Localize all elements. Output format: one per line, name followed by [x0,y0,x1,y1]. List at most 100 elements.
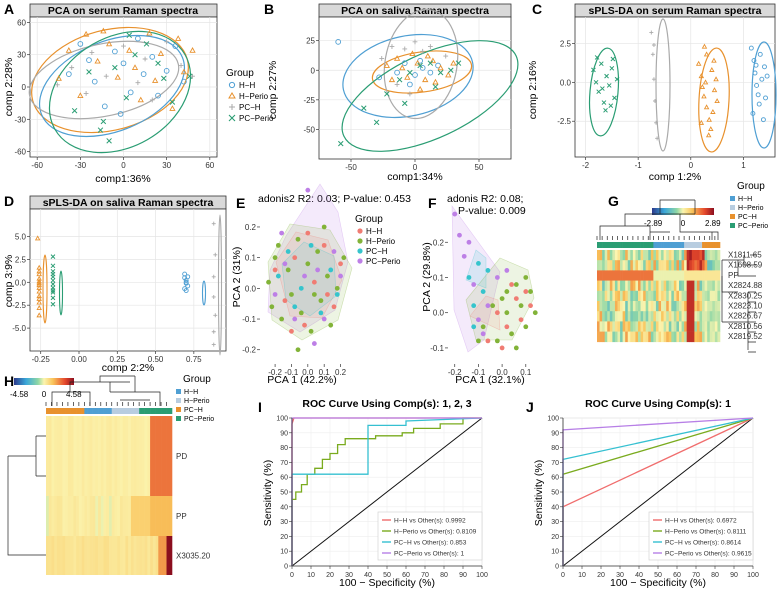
heatmap-cell [676,311,680,322]
heatmap-cell [78,496,82,536]
panel-c-title: sPLS-DA on serum Raman spectra [589,5,762,17]
point-hperio [295,347,301,353]
legend-label-h-perio: H−Perio [738,205,764,212]
point-hh [513,296,519,302]
panel-h-colorbar [14,378,74,385]
y-tick-label: 90 [280,430,288,437]
panel-b-ellipses [341,8,519,152]
heatmap-cell [689,311,693,322]
row-label: X2819.52 [728,332,763,341]
heatmap-cell [673,331,677,343]
point-pcperio [305,187,311,193]
point-triangle [416,85,424,92]
point-circle [183,288,189,293]
x-tick-label: 0 [689,161,694,170]
panel-j-title: ROC Curve Using Comp(s): 1 [585,398,731,410]
y-tick-label: 0.0 [433,309,445,318]
point-pcperio [315,267,321,273]
panel-j-legend: H−H vs Other(s): 0.6972 H−Perio vs Other(… [648,511,754,561]
heatmap-cell [709,321,713,332]
heatmap-cell [51,416,55,496]
legend-label: PC−H vs Other(s): 0.8614 [665,540,741,547]
heatmap-cell [609,311,613,322]
heatmap-cell [635,331,639,343]
y-tick-label: -2.5 [557,117,571,126]
point-plus [213,313,218,318]
heatmap-cell [640,270,644,281]
point-hperio [266,279,271,285]
group-bar-cell [109,408,113,414]
point-plus [379,56,385,61]
point-hh [325,292,330,297]
point-pch [318,310,324,316]
heatmap-cell [630,270,634,281]
x-tick-label: 90 [730,572,738,579]
heatmap-cell [702,260,705,271]
y-tick-label: 0 [311,66,316,75]
heatmap-cell [658,290,662,302]
heatmap-cell [106,416,110,496]
point-plus [649,30,654,35]
point-pcperio [461,253,467,259]
point-triangle [437,64,444,71]
heatmap-cell [673,280,677,292]
heatmap-cell [668,280,672,292]
point-circle [91,78,98,85]
heatmap-cell [158,496,162,536]
heatmap-cell [717,301,721,312]
point-circle [127,89,134,96]
point-hh [523,289,529,294]
group-bar-cell [119,408,123,414]
panel-j-axes: 00 10 10 20 20 30 30 40 40 50 50 60 60 70 70 80 80 90 90 10… [547,416,759,580]
heatmap-cell [666,321,670,332]
point-triangle [157,50,165,56]
panel-i: I ROC Curve Using Comp(s): 1, 2, 3 00 10 1… [258,398,488,589]
heatmap-cell [152,416,156,496]
heatmap-cell [655,311,659,322]
group-bar-cell [668,242,672,248]
point-triangle [77,92,84,98]
heatmap-cell [62,416,66,496]
point-hperio [308,328,314,334]
heatmap-cell [139,536,143,575]
legend-swatch-pc-h [730,214,735,219]
heatmap-cell [704,290,708,302]
point-circle [748,45,754,51]
point-x [402,100,408,107]
dendrogram-branch [599,199,719,240]
heatmap-cell [602,321,605,332]
point-circle [755,92,761,98]
point-x [97,127,104,133]
point-hh [504,324,510,330]
y-tick-label: -30 [14,115,26,124]
heatmap-cell [663,311,667,322]
ellipse-pc-h [655,18,671,152]
heatmap-cell [89,496,93,536]
legend-label-h-h: H−H [366,227,382,236]
y-tick-label: 80 [280,445,288,452]
heatmap-cell [648,280,652,292]
group-bar-cell [155,408,159,414]
x-tick-label: 50 [654,572,662,579]
heatmap-cell [604,250,608,261]
y-tick-label: 70 [280,460,288,467]
heatmap-cell [694,280,698,292]
y-tick-label: -50 [303,125,315,134]
heatmap-cell [144,536,148,575]
heatmap-cell [696,250,700,261]
heatmap-cell [643,321,646,332]
point-x [155,60,161,67]
point-x [50,263,56,269]
heatmap-cell [133,536,137,575]
point-x [71,107,78,114]
heatmap-cell [712,331,716,343]
point-x [50,288,56,293]
point-triangle [36,299,42,305]
point-x [598,61,604,67]
point-circle [163,67,170,74]
roc-curve-1 [291,417,482,566]
heatmap-cell [663,290,667,302]
heatmap-cell [136,536,140,575]
y-tick-label: 40 [551,504,559,511]
group-bar-cell [717,242,721,248]
